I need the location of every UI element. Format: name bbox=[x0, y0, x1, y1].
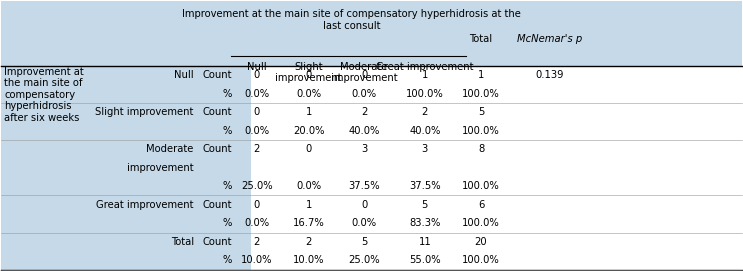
Text: 37.5%: 37.5% bbox=[409, 181, 441, 191]
Text: 0.0%: 0.0% bbox=[351, 89, 377, 99]
Text: 6: 6 bbox=[478, 200, 484, 210]
Text: 0: 0 bbox=[305, 70, 312, 80]
Text: 0.0%: 0.0% bbox=[351, 218, 377, 228]
Text: Count: Count bbox=[203, 107, 233, 117]
Text: 0: 0 bbox=[361, 70, 367, 80]
Text: Total: Total bbox=[171, 237, 194, 247]
Text: Total: Total bbox=[470, 34, 493, 44]
Text: Slight improvement: Slight improvement bbox=[95, 107, 194, 117]
Text: 1: 1 bbox=[305, 200, 312, 210]
Text: 3: 3 bbox=[422, 144, 428, 154]
Text: 1: 1 bbox=[421, 70, 428, 80]
Text: McNemar's p: McNemar's p bbox=[516, 34, 582, 44]
Text: Improvement at the main site of compensatory hyperhidrosis at the
last consult: Improvement at the main site of compensa… bbox=[183, 9, 522, 31]
Text: 0: 0 bbox=[253, 70, 260, 80]
Text: 25.0%: 25.0% bbox=[241, 181, 273, 191]
Text: 10.0%: 10.0% bbox=[241, 255, 273, 265]
Text: Count: Count bbox=[203, 70, 233, 80]
Text: 25.0%: 25.0% bbox=[348, 255, 380, 265]
Text: %: % bbox=[223, 218, 233, 228]
Text: %: % bbox=[223, 89, 233, 99]
Text: 20.0%: 20.0% bbox=[293, 126, 325, 136]
Text: 100.0%: 100.0% bbox=[462, 218, 500, 228]
Text: 83.3%: 83.3% bbox=[409, 218, 441, 228]
Text: Moderate: Moderate bbox=[146, 144, 194, 154]
Text: Null: Null bbox=[247, 62, 267, 72]
Text: 0.139: 0.139 bbox=[535, 70, 563, 80]
Text: 20: 20 bbox=[475, 237, 487, 247]
Text: 16.7%: 16.7% bbox=[293, 218, 325, 228]
Text: 11: 11 bbox=[418, 237, 431, 247]
Text: 0.0%: 0.0% bbox=[244, 89, 269, 99]
Text: 2: 2 bbox=[421, 107, 428, 117]
Text: 55.0%: 55.0% bbox=[409, 255, 441, 265]
Text: 40.0%: 40.0% bbox=[409, 126, 441, 136]
Text: Count: Count bbox=[203, 200, 233, 210]
Text: 2: 2 bbox=[253, 237, 260, 247]
Text: 1: 1 bbox=[478, 70, 484, 80]
Text: 100.0%: 100.0% bbox=[406, 89, 444, 99]
Text: Great improvement: Great improvement bbox=[97, 200, 194, 210]
Text: 0.0%: 0.0% bbox=[296, 89, 321, 99]
Bar bbox=[251, 66, 742, 270]
Bar bbox=[251, 1, 742, 66]
Text: 10.0%: 10.0% bbox=[293, 255, 325, 265]
Text: improvement: improvement bbox=[127, 163, 194, 173]
Text: Count: Count bbox=[203, 237, 233, 247]
Text: 100.0%: 100.0% bbox=[462, 181, 500, 191]
Text: 2: 2 bbox=[253, 144, 260, 154]
Text: Moderate
improvement: Moderate improvement bbox=[331, 62, 398, 83]
Text: Count: Count bbox=[203, 144, 233, 154]
Text: 0.0%: 0.0% bbox=[296, 181, 321, 191]
Text: 5: 5 bbox=[478, 107, 484, 117]
Text: 0: 0 bbox=[305, 144, 312, 154]
Text: Great improvement: Great improvement bbox=[376, 62, 473, 72]
Text: 2: 2 bbox=[305, 237, 312, 247]
Text: 3: 3 bbox=[361, 144, 367, 154]
Text: 40.0%: 40.0% bbox=[348, 126, 380, 136]
Text: 100.0%: 100.0% bbox=[462, 126, 500, 136]
Bar bbox=[1, 1, 251, 270]
Text: %: % bbox=[223, 126, 233, 136]
Text: 37.5%: 37.5% bbox=[348, 181, 380, 191]
Text: Slight
improvement: Slight improvement bbox=[275, 62, 342, 83]
Text: 5: 5 bbox=[361, 237, 367, 247]
Text: 0.0%: 0.0% bbox=[244, 218, 269, 228]
Text: 0.0%: 0.0% bbox=[244, 126, 269, 136]
Text: %: % bbox=[223, 255, 233, 265]
Text: 0: 0 bbox=[253, 107, 260, 117]
Text: 0: 0 bbox=[361, 200, 367, 210]
Text: 100.0%: 100.0% bbox=[462, 255, 500, 265]
Text: 8: 8 bbox=[478, 144, 484, 154]
Text: 1: 1 bbox=[305, 107, 312, 117]
Text: %: % bbox=[223, 181, 233, 191]
Text: Null: Null bbox=[174, 70, 194, 80]
Text: 5: 5 bbox=[421, 200, 428, 210]
Text: 2: 2 bbox=[361, 107, 367, 117]
Text: 100.0%: 100.0% bbox=[462, 89, 500, 99]
Text: 0: 0 bbox=[253, 200, 260, 210]
Text: Improvement at
the main site of
compensatory
hyperhidrosis
after six weeks: Improvement at the main site of compensa… bbox=[4, 67, 84, 123]
